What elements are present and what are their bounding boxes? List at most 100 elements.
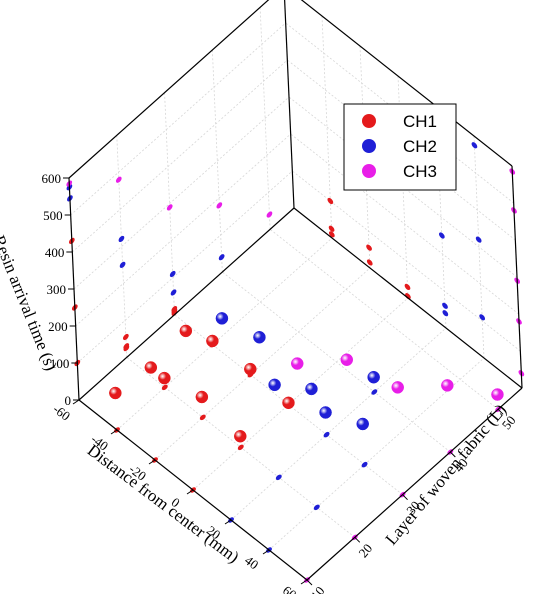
ch2-point (356, 417, 369, 431)
ch1-point (109, 386, 122, 400)
ch1-point (234, 429, 247, 443)
projection-layer (66, 123, 525, 583)
legend-label-ch3: CH3 (403, 162, 437, 181)
ch3-wall-projection (266, 211, 273, 218)
ch1-wall-projection (171, 309, 178, 316)
wall-grid-line (70, 22, 286, 216)
axis-box-edge (306, 387, 523, 581)
x-tick-label: 20 (355, 541, 375, 561)
ch2-point (253, 331, 266, 344)
ch1-floor-projection (161, 384, 168, 391)
y-tick-mark (72, 399, 80, 405)
floor-grid-line (230, 327, 447, 521)
ch1-wall-projection (328, 231, 335, 238)
ch1-point (195, 390, 209, 404)
ch3-wall-projection (216, 202, 223, 209)
z-tick-label: 600 (42, 171, 62, 186)
wall-grid-line (75, 133, 291, 327)
ch2-wall-projection (442, 302, 448, 309)
z-tick-label: 500 (43, 208, 63, 223)
x-axis-title: Layer of woven fabric (L) (381, 400, 510, 548)
ch2-floor-projection (371, 389, 378, 395)
ch3-wall-projection (166, 204, 173, 211)
wall-grid-line (290, 133, 519, 315)
ch2-wall-projection (218, 254, 225, 261)
ch3-point (340, 353, 354, 366)
axis-box-edge (293, 207, 523, 389)
ch3-point (391, 381, 404, 394)
ch1-wall-projection (328, 225, 335, 232)
ch1-wall-projection (123, 343, 130, 350)
z-tick-labels: 0 100 200 300 400 500 600 (42, 171, 72, 408)
axis-box-edge (68, 0, 270, 179)
ch2-wall-projection (119, 261, 126, 268)
legend-marker-ch3 (362, 164, 376, 178)
x-tick-mark (497, 408, 504, 415)
axis-box-edge (300, 0, 513, 167)
z-tick-label: 100 (50, 356, 70, 371)
ch1-wall-projection (405, 293, 411, 300)
y-tick-mark (110, 429, 118, 435)
floor-grid-line (154, 267, 371, 461)
z-tick-label: 200 (48, 319, 68, 334)
ch1-point (144, 361, 158, 374)
legend: CH1 CH2 CH3 (343, 103, 457, 191)
legend-label-ch1: CH1 (403, 112, 437, 131)
ch3-point (291, 357, 304, 370)
ch2-point (268, 378, 281, 392)
z-tick-label: 400 (45, 245, 65, 260)
legend-box (343, 103, 457, 191)
ch1-point (282, 396, 295, 410)
x-tick-mark (449, 451, 456, 458)
ch2-wall-projection (118, 235, 125, 243)
wall-grid-line (292, 170, 521, 352)
wall-grid-line (321, 15, 333, 239)
ch1-floor-projection (237, 444, 244, 451)
z-tick-label: 0 (65, 393, 72, 408)
ch2-floor-projection (361, 461, 368, 468)
y-tick-mark (262, 549, 270, 555)
wall-grid-line (72, 59, 288, 253)
legend-marker-ch2 (362, 139, 376, 153)
y-axis-title: Distance from center (mm) (84, 440, 243, 566)
floor-grid-line (192, 297, 409, 491)
x-tick-mark (306, 579, 313, 586)
axis-box-edge (284, 0, 295, 209)
ch1-point (244, 362, 257, 376)
legend-marker-ch1 (362, 114, 376, 128)
ch2-floor-projection (313, 504, 320, 511)
ch2-point (367, 370, 380, 384)
axis-box-edge (78, 207, 295, 401)
ch2-wall-projection (442, 310, 449, 317)
axis-layer (63, 0, 523, 586)
ch2-point (215, 312, 229, 325)
ch2-wall-projection (479, 314, 486, 321)
wall-grid-line (68, 0, 269, 179)
y-tick-label: 60 (280, 583, 299, 594)
x-tick-mark (354, 536, 361, 543)
ch2-wall-projection (438, 232, 445, 239)
ch2-wall-projection (475, 236, 482, 243)
y-tick-mark (186, 489, 194, 495)
ch3-point (441, 379, 454, 392)
ch1-point (179, 324, 193, 338)
ch2-wall-projection (169, 270, 176, 278)
ch2-wall-projection (471, 142, 478, 149)
axis-box-edge (511, 165, 523, 389)
x-tick-mark (402, 494, 408, 501)
ch1-wall-projection (122, 333, 129, 341)
y-tick-label: 40 (242, 553, 261, 573)
z-tick-label: 300 (47, 282, 67, 297)
ch3-point (491, 388, 504, 401)
ch1-wall-projection (404, 283, 411, 290)
y-tick-mark (148, 459, 156, 465)
floor-grid-line (116, 237, 333, 431)
ch1-floor-projection (199, 414, 206, 421)
ch1-wall-projection (366, 244, 372, 251)
ch2-floor-projection (323, 431, 330, 438)
ch1-wall-projection (327, 197, 334, 205)
point-layer (109, 312, 504, 443)
